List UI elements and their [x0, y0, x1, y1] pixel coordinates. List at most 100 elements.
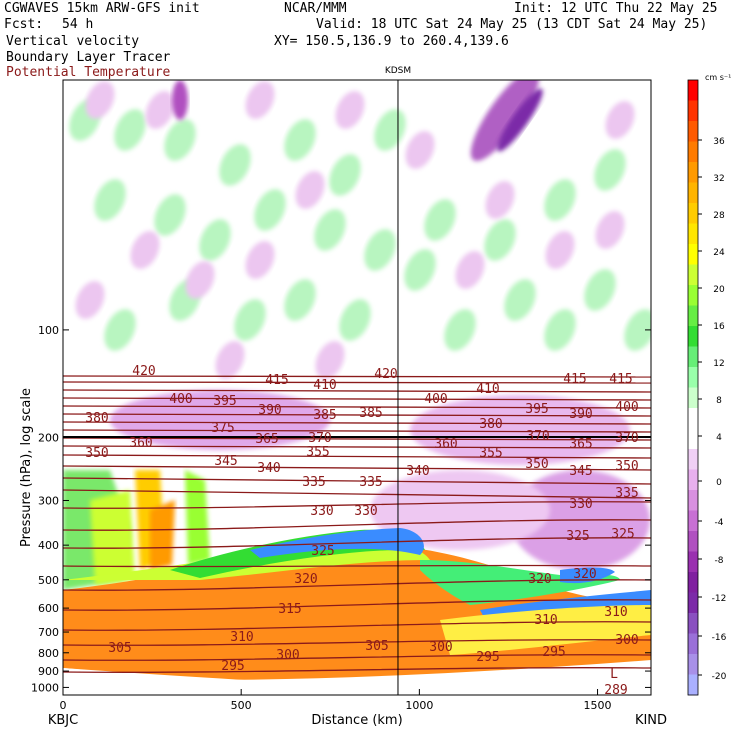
- wave-negative: [130, 231, 160, 269]
- wave-positive: [424, 199, 456, 241]
- wave-positive: [314, 209, 346, 251]
- wave-positive: [504, 279, 536, 321]
- colorbar-tick-label: 8: [716, 396, 722, 406]
- endpoint-right: KIND: [635, 713, 667, 728]
- colorbar-cell: [688, 592, 698, 614]
- theta-label-400: 400: [615, 400, 638, 415]
- colorbar-cell: [688, 326, 698, 347]
- theta-label-315: 315: [278, 602, 301, 617]
- x-tick-label: 1000: [405, 699, 433, 712]
- y-tick-label: 1000: [31, 681, 59, 694]
- theta-label-410: 410: [313, 378, 336, 393]
- colorbar-cell: [688, 141, 698, 163]
- y-tick-label: 700: [38, 626, 59, 639]
- theta-contour-line: [63, 654, 651, 661]
- colorbar-cell: [688, 285, 698, 306]
- header-valid: Valid: 18 UTC Sat 24 May 25 (13 CDT Sat …: [316, 17, 708, 32]
- colorbar-cell: [688, 449, 698, 470]
- wave-negative: [595, 211, 625, 249]
- theta-label-400: 400: [169, 392, 192, 407]
- theta-label-289: 289: [604, 683, 627, 698]
- wave-positive: [364, 229, 396, 271]
- wave-negative: [295, 171, 325, 209]
- theta-label-295: 295: [221, 659, 244, 674]
- theta-label-300: 300: [429, 640, 452, 655]
- wave-positive: [114, 109, 146, 151]
- wave-positive: [254, 189, 286, 231]
- theta-label-335: 335: [302, 475, 325, 490]
- theta-label-355: 355: [306, 445, 329, 460]
- bl-east-blue: [560, 567, 615, 584]
- wave-positive: [164, 119, 196, 161]
- wave-negative: [145, 91, 175, 129]
- wave-negative: [215, 341, 245, 379]
- field-potential-temperature: Potential Temperature: [6, 65, 171, 80]
- theta-contour-line: [63, 564, 651, 568]
- theta-label-365: 365: [255, 432, 278, 447]
- theta-label-350: 350: [85, 446, 108, 461]
- field-vertical-velocity: Vertical velocity: [6, 34, 140, 49]
- colorbar-tick-label: 4: [716, 433, 722, 443]
- theta-contour-line: [63, 429, 651, 433]
- colorbar-tick-label: -8: [715, 556, 724, 566]
- theta-label-295: 295: [476, 650, 499, 665]
- theta-label-360: 360: [434, 437, 457, 452]
- theta-label-370: 370: [526, 429, 549, 444]
- y-tick-label: 500: [38, 574, 59, 587]
- wave-positive: [584, 269, 616, 311]
- colorbar-tick-label: -16: [712, 633, 727, 643]
- y-tick-label: 600: [38, 602, 59, 615]
- theta-contour-line: [63, 381, 651, 384]
- lower-strat-negative: [110, 390, 330, 450]
- wave-positive: [234, 299, 266, 341]
- theta-contour-line: [63, 445, 651, 449]
- downdraft-top: [172, 80, 188, 120]
- theta-label-320: 320: [294, 572, 317, 587]
- theta-label-370: 370: [615, 431, 638, 446]
- wave-positive: [484, 219, 516, 261]
- strong-downdraft: [470, 80, 540, 161]
- shaded-field: [63, 80, 651, 695]
- header-forecast-hours: 54 h: [62, 17, 94, 32]
- colorbar-cell: [688, 654, 698, 675]
- theta-label-415: 415: [563, 372, 586, 387]
- header-xy: XY= 150.5,136.9 to 260.4,139.6: [274, 34, 509, 49]
- plot-frame: [62, 79, 652, 696]
- theta-contour-line: [63, 454, 651, 459]
- x-tick-label: 1500: [584, 699, 612, 712]
- theta-contour-line: [63, 375, 651, 378]
- colorbar-cell: [688, 100, 698, 122]
- theta-label-390: 390: [258, 403, 281, 418]
- theta-contour-line: [63, 599, 651, 611]
- theta-label-L: L: [610, 667, 618, 682]
- theta-label-335: 335: [615, 486, 638, 501]
- wave-negative: [75, 281, 105, 319]
- theta-label-355: 355: [479, 446, 502, 461]
- theta-contour-line: [63, 537, 651, 549]
- theta-label-345: 345: [214, 454, 237, 469]
- colorbar-cell: [688, 408, 698, 429]
- theta-label-320: 320: [573, 567, 596, 582]
- updraft-green: [185, 470, 210, 565]
- colorbar-cell: [688, 162, 698, 183]
- theta-label-325: 325: [311, 544, 334, 559]
- wave-negative: [455, 251, 485, 289]
- colorbar-cell: [688, 510, 698, 532]
- theta-contour-line: [63, 465, 651, 471]
- convective-yellow: [90, 490, 135, 585]
- colorbar-tick-label: 28: [713, 211, 725, 221]
- endpoint-left: KBJC: [48, 713, 78, 728]
- theta-label-310: 310: [230, 630, 253, 645]
- y-tick-label: 300: [38, 494, 59, 507]
- wave-negative: [245, 241, 275, 279]
- updraft-core: [150, 500, 175, 570]
- theta-label-330: 330: [354, 504, 377, 519]
- colorbar-tick-label: 20: [713, 285, 725, 295]
- theta-contour-line: [63, 389, 651, 393]
- wave-positive: [544, 309, 576, 351]
- theta-contour-line: [63, 421, 651, 425]
- theta-contour-line: [63, 501, 651, 509]
- theta-label-375: 375: [211, 421, 234, 436]
- theta-contour-line: [63, 519, 651, 531]
